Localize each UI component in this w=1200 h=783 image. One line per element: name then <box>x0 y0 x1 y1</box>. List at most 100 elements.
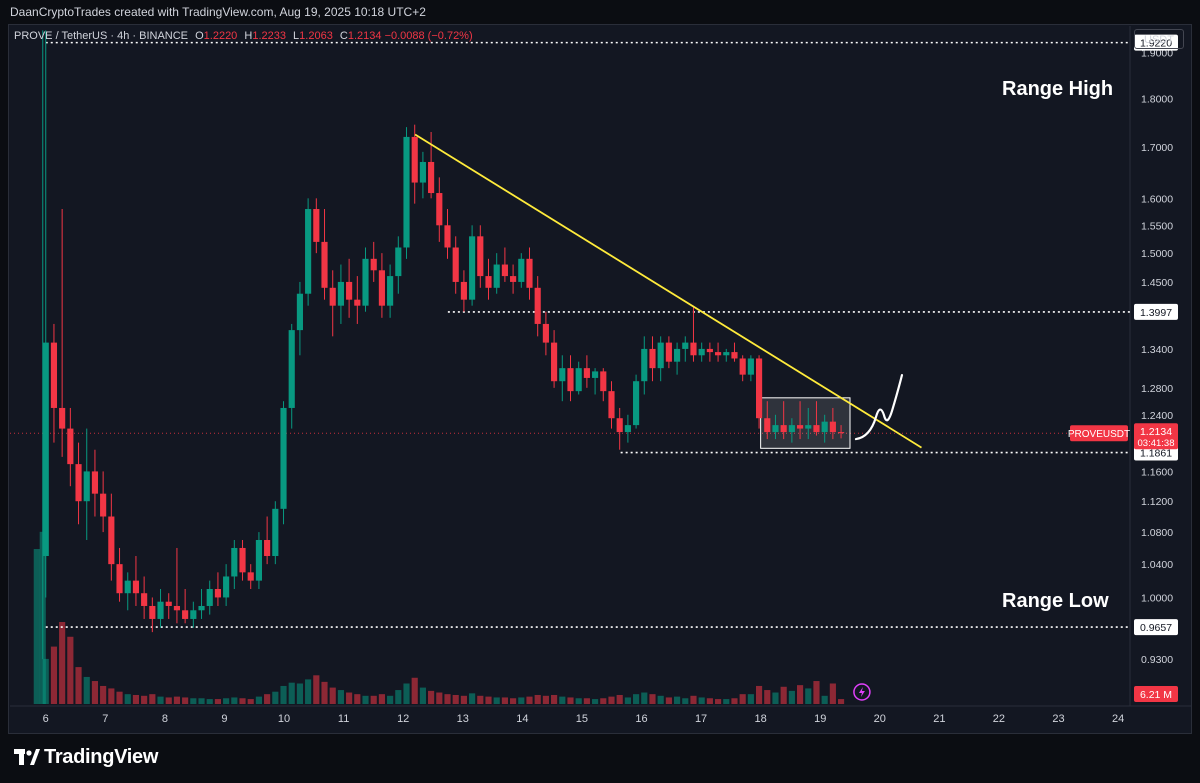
candle-body <box>223 576 230 598</box>
candle-body <box>641 348 648 382</box>
candlestick-chart[interactable]: 1.90001.80001.70001.60001.55001.50001.45… <box>0 0 1200 734</box>
volume-bar <box>674 696 681 704</box>
candle-body <box>551 342 558 382</box>
candle-body <box>428 161 435 194</box>
volume-bar <box>305 679 312 704</box>
range-low-label: Range Low <box>1002 590 1109 612</box>
candle-body <box>755 358 763 419</box>
candle-body <box>657 342 664 369</box>
volume-bar <box>321 681 328 704</box>
y-tick-label: 1.0400 <box>1141 559 1173 571</box>
volume-bar <box>764 690 771 704</box>
candle-body <box>124 580 131 594</box>
y-tick-label: 1.0800 <box>1141 527 1173 539</box>
candle-body <box>469 236 476 300</box>
candle-body <box>378 270 385 306</box>
volume-bar <box>329 687 336 704</box>
x-tick-label: 13 <box>457 713 469 725</box>
candle-body <box>198 605 205 611</box>
level-11861-value: 1.1861 <box>1140 448 1172 460</box>
candle-body <box>165 601 172 606</box>
volume-bar <box>42 658 49 704</box>
candle-body <box>264 539 271 557</box>
symbol-name[interactable]: PROVE / TetherUS · 4h · BINANCE <box>14 30 189 42</box>
currency-button[interactable]: USDT <box>1134 29 1184 49</box>
volume-bar <box>485 696 492 704</box>
volume-bar <box>551 694 558 704</box>
volume-bar <box>411 677 418 704</box>
candle-body <box>805 425 812 429</box>
volume-bar <box>378 694 385 704</box>
consolidation-box <box>760 397 851 449</box>
volume-bar <box>829 683 836 704</box>
x-tick-label: 19 <box>814 713 826 725</box>
volume-bar <box>206 699 213 704</box>
volume-bar <box>255 696 262 704</box>
candle-body <box>706 348 713 353</box>
y-tick-label: 1.1200 <box>1141 496 1173 508</box>
candle-body <box>75 464 82 502</box>
volume-bar <box>190 698 197 704</box>
x-tick-label: 21 <box>933 713 945 725</box>
open-value: 1.2220 <box>203 30 238 42</box>
volume-bar <box>706 698 713 704</box>
current-price-tag <box>1134 423 1178 450</box>
candle-body <box>616 418 623 433</box>
volume-bar <box>657 695 664 704</box>
volume-bar <box>165 697 172 704</box>
volume-bar <box>805 688 812 704</box>
candle-body <box>157 601 164 619</box>
brand-name: TradingView <box>44 745 159 768</box>
current-price-value: 1.2134 <box>1140 426 1172 438</box>
candle-body <box>395 247 402 277</box>
volume-tag-value: 6.21 M <box>1140 689 1172 701</box>
volume-bar <box>518 697 525 704</box>
candle-body <box>501 264 508 277</box>
x-tick-label: 24 <box>1112 713 1124 725</box>
x-tick-label: 9 <box>221 713 227 725</box>
candle-body <box>247 572 254 581</box>
y-tick-label: 1.5000 <box>1141 248 1173 260</box>
volume-bar <box>698 697 705 704</box>
candle-body <box>206 588 213 606</box>
volume-bar <box>173 696 181 704</box>
candle-body <box>280 407 287 509</box>
symbol-price-tag-label: PROVEUSDT <box>1068 429 1130 440</box>
volume-bar <box>731 698 738 704</box>
volume-bar <box>690 695 697 704</box>
volume-bar <box>346 692 353 704</box>
candle-body <box>337 281 344 306</box>
volume-bar <box>83 676 90 704</box>
x-tick-label: 10 <box>278 713 290 725</box>
candle-body <box>444 225 451 248</box>
y-tick-label: 1.7000 <box>1141 142 1173 154</box>
y-tick-label: 1.8000 <box>1141 93 1173 105</box>
candle-body <box>747 358 754 375</box>
candle-body <box>411 136 418 183</box>
open-label: O <box>195 30 204 42</box>
volume-bar <box>723 699 730 704</box>
candle-body <box>575 368 582 392</box>
chart-pane[interactable] <box>8 24 1192 734</box>
volume-bar <box>624 697 631 704</box>
y-tick-label: 1.0000 <box>1141 592 1173 604</box>
candle-body <box>715 352 722 356</box>
volume-bar <box>288 682 295 704</box>
range-high-label: Range High <box>1002 78 1114 100</box>
volume-bar <box>575 698 582 704</box>
candle-body <box>534 287 541 324</box>
candle-body <box>829 421 836 433</box>
tradingview-brand: TradingView <box>14 744 158 770</box>
candle-body <box>141 593 148 606</box>
volume-bar <box>428 690 435 704</box>
candle-body <box>313 209 320 242</box>
range-high-level-tag <box>1134 34 1178 51</box>
volume-bar <box>264 694 271 704</box>
volume-bar <box>682 698 689 704</box>
volume-bar <box>837 699 845 704</box>
candle-body <box>419 161 426 183</box>
volume-bar <box>280 685 287 704</box>
candle-body <box>493 264 500 288</box>
volume-bar <box>100 685 107 704</box>
candle-body <box>583 368 590 378</box>
